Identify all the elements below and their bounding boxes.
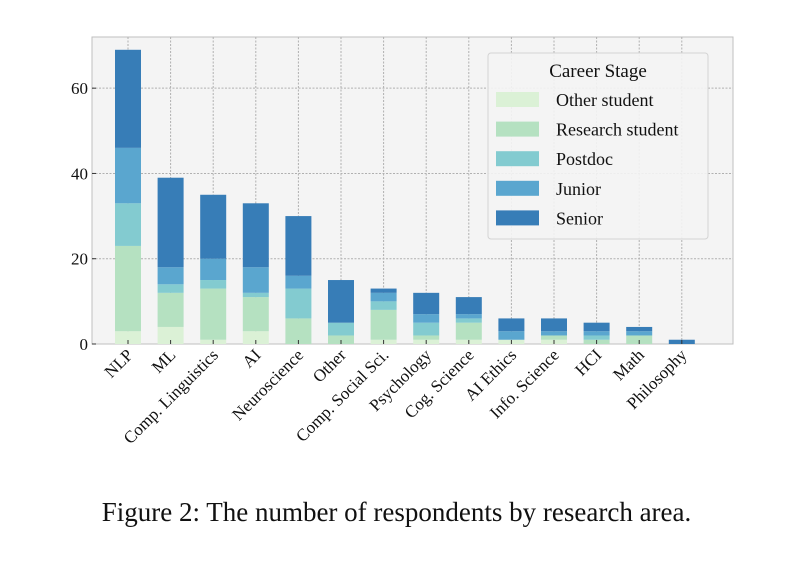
y-tick-label: 0	[80, 335, 89, 354]
bar-segment-senior	[115, 49, 141, 148]
bar-segment-senior	[200, 194, 227, 259]
bar-segment-postdoc	[200, 280, 227, 289]
bar-segment-research-student	[370, 309, 397, 340]
legend-label: Postdoc	[556, 149, 613, 169]
legend-label: Research student	[556, 120, 678, 140]
bar-segment-research-student	[115, 245, 141, 332]
bar-segment-research-student	[455, 322, 482, 340]
bar-segment-research-student	[626, 335, 653, 344]
legend-label: Senior	[556, 208, 603, 228]
bar-segment-postdoc	[583, 335, 610, 340]
legend: Career Stage Other student Research stude…	[487, 52, 709, 240]
bar-segment-research-student	[328, 335, 354, 344]
bar-segment-postdoc	[285, 288, 312, 319]
bar-segment-research-student	[413, 335, 440, 340]
bar-segment-postdoc	[455, 318, 482, 323]
bar-segment-research-student	[157, 292, 184, 327]
bar-segment-junior	[200, 258, 227, 281]
bar-segment-postdoc	[328, 322, 354, 336]
bar-segment-postdoc	[157, 284, 184, 293]
y-tick-label: 40	[71, 164, 88, 183]
y-tick-label: 60	[71, 79, 88, 98]
legend-swatch-junior	[496, 180, 539, 196]
bar-segment-junior	[157, 267, 184, 285]
legend-swatch-senior	[496, 210, 539, 226]
bar-segment-junior	[583, 331, 610, 336]
figure-caption: Figure 2: The number of respondents by r…	[101, 497, 692, 527]
bar-segment-junior	[541, 331, 567, 336]
bar-segment-junior	[498, 331, 525, 340]
bar-segment-postdoc	[115, 203, 141, 246]
bar-segment-other-student	[157, 326, 184, 344]
bar-segment-senior	[328, 280, 354, 323]
legend-label: Junior	[556, 179, 601, 199]
bar-segment-senior	[242, 203, 269, 268]
bar-segment-senior	[455, 297, 482, 315]
bar-segment-postdoc	[413, 322, 440, 336]
bar-segment-junior	[455, 314, 482, 319]
x-tick-label: ML	[148, 345, 179, 376]
bar-segment-junior	[242, 267, 269, 293]
bar-segment-senior	[498, 318, 525, 332]
bar-segment-senior	[370, 288, 397, 293]
legend-swatch-other-student	[496, 92, 539, 107]
bar-segment-research-student	[242, 297, 269, 332]
bar-segment-senior	[626, 326, 653, 332]
bar-segment-junior	[115, 147, 141, 204]
bar-segment-other-student	[115, 331, 141, 344]
bar-segment-research-student	[541, 335, 567, 340]
x-tick-label: AI	[238, 345, 264, 371]
bar-segment-research-student	[285, 318, 312, 344]
bar-segment-junior	[285, 275, 312, 289]
bar-segment-senior	[541, 318, 567, 332]
legend-label: Other student	[556, 90, 653, 110]
legend-swatch-research-student	[496, 121, 539, 137]
bar-segment-junior	[370, 292, 397, 302]
bar-segment-senior	[583, 322, 610, 332]
y-tick-label: 20	[71, 250, 88, 269]
bar-segment-senior	[285, 216, 312, 276]
x-tick-label: NLP	[101, 345, 137, 381]
bar-segment-senior	[413, 292, 440, 315]
bar-segment-research-student	[200, 288, 227, 340]
bar-segment-postdoc	[242, 292, 269, 298]
legend-box	[487, 52, 709, 240]
bar-segment-junior	[626, 331, 653, 336]
bar-segment-junior	[413, 314, 440, 323]
bars	[115, 49, 695, 344]
bar-segment-postdoc	[370, 301, 397, 310]
x-tick-label: HCI	[571, 345, 605, 379]
y-axis: 0 20 40 60	[71, 79, 96, 354]
x-tick-label: Math	[609, 345, 648, 384]
bar-segment-other-student	[242, 331, 269, 344]
legend-swatch-postdoc	[496, 151, 539, 167]
legend-title: Career Stage	[549, 61, 647, 82]
bar-segment-senior	[157, 177, 184, 268]
